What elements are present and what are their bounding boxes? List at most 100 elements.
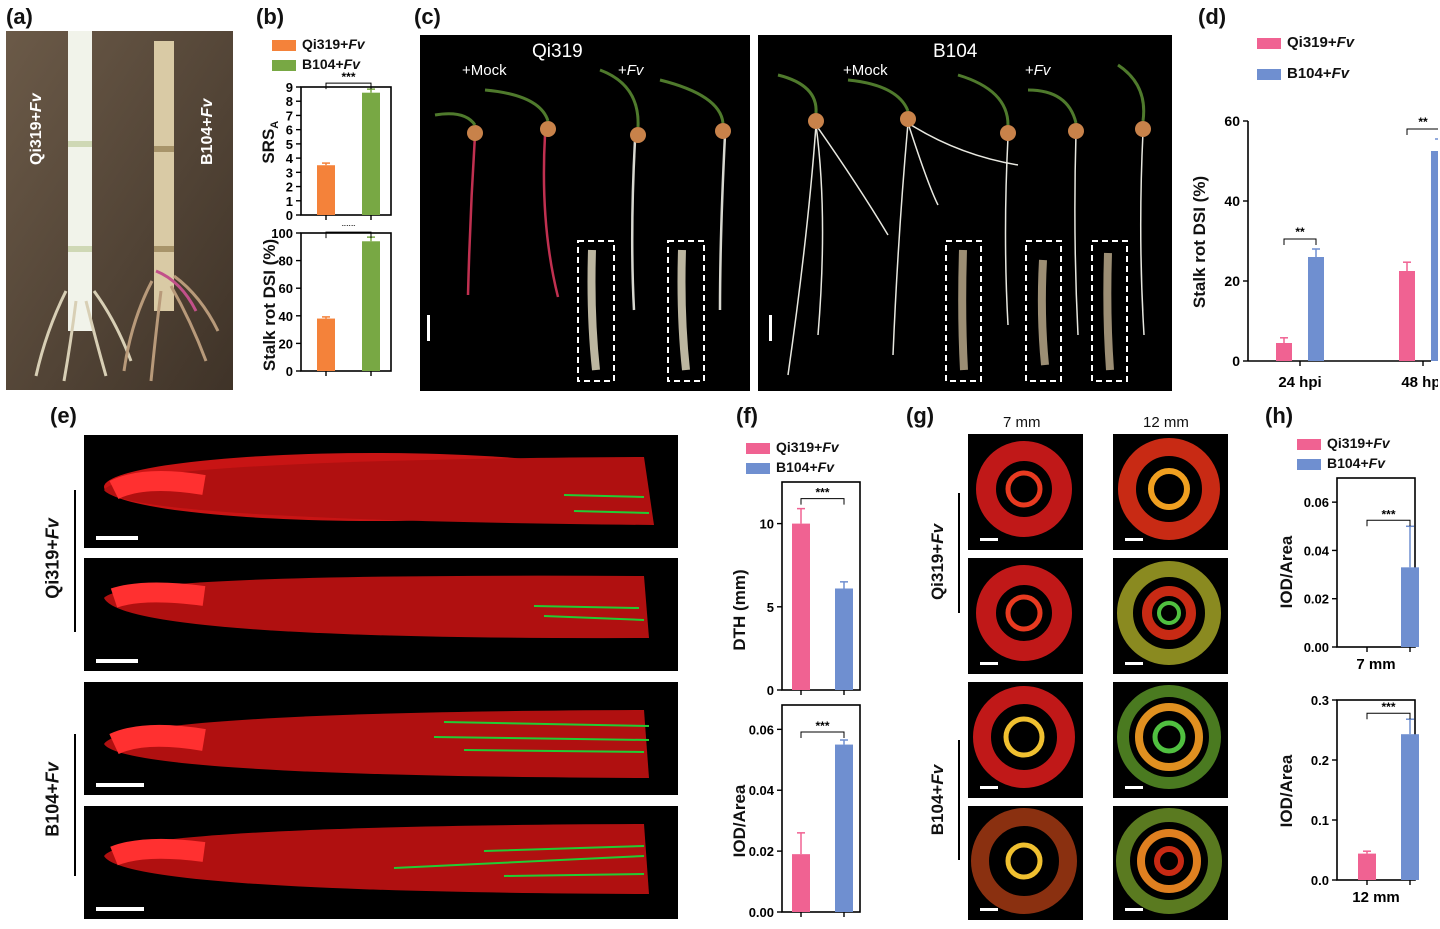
y-tick-label: 6 — [286, 123, 293, 138]
panel-d-chart: 0 20 40 60 24 hpi ** 48 hpi ** — [1224, 113, 1438, 391]
panel-a-right-label: B104+Fv — [199, 98, 216, 165]
significance-bracket — [1366, 519, 1411, 527]
plot-frame — [781, 481, 861, 691]
y-tick-label: 2 — [286, 180, 293, 195]
y-tick-label: 40 — [279, 309, 293, 324]
y-tick-label: 0.2 — [1311, 753, 1329, 768]
legend-swatch — [746, 462, 770, 474]
significance-bracket — [1406, 128, 1438, 135]
legend-item: B104+Fv — [1257, 64, 1354, 84]
significance-bracket — [800, 731, 845, 739]
panel-d-label: (d) — [1198, 4, 1227, 29]
y-tick-label: 0 — [1232, 353, 1240, 369]
significance-label: *** — [341, 225, 355, 233]
y-tick-label: 80 — [279, 254, 293, 269]
panel-f-bottom-ylabel: IOD/Area — [730, 784, 749, 858]
group-bracket — [958, 740, 960, 860]
panel-f-top-ylabel: DTH (mm) — [730, 569, 749, 651]
plot-frame — [300, 232, 392, 372]
y-tick-label: 4 — [286, 151, 294, 166]
panel-a-photo: Qi319+Fv B104+Fv — [6, 31, 233, 390]
legend-item: B104+Fv — [1297, 453, 1390, 473]
panel-c-left-title: Qi319 — [532, 41, 583, 62]
x-tick-label: 48 hpi — [1401, 374, 1438, 391]
legend-item: Qi319+Fv — [1297, 433, 1390, 453]
bar — [317, 318, 335, 371]
significance-label: *** — [1381, 700, 1395, 714]
panel-f-label: (f) — [736, 403, 758, 428]
panel-e-bottom-group: B104+Fv — [42, 762, 63, 837]
y-tick-label: 5 — [286, 137, 293, 152]
root-image — [84, 558, 678, 671]
legend-swatch — [1297, 438, 1321, 450]
cross-section-image — [968, 558, 1083, 674]
scale-bar — [980, 662, 998, 665]
panel-g-label: (g) — [906, 403, 935, 428]
cross-section-image — [968, 434, 1083, 550]
panel-c-right-photo: B104 +Mock +Fv — [758, 35, 1172, 391]
scale-bar — [96, 783, 144, 787]
scale-bar — [980, 908, 998, 911]
panel-b-top-ylabel: SRSA — [258, 120, 282, 164]
panel-d-legend: Qi319+Fv B104+Fv — [1257, 32, 1354, 84]
panel-b-bottom-ylabel: Stalk rot DSI (%) — [260, 238, 279, 372]
y-tick-label: 0 — [286, 208, 293, 223]
panel-f-top-chart: 0 5 10 *** — [760, 481, 861, 698]
panel-e-top-group: Qi319+Fv — [42, 518, 63, 599]
legend-swatch — [1257, 37, 1281, 49]
scale-bar — [980, 538, 998, 541]
legend-item: B104+Fv — [272, 54, 365, 74]
legend-swatch — [272, 39, 296, 51]
panel-a-label: (a) — [6, 4, 33, 29]
root-image — [84, 806, 678, 919]
cross-section-image — [1113, 682, 1228, 798]
scale-bar — [96, 536, 138, 540]
bar — [1401, 567, 1419, 647]
stalk-photo-illustration — [6, 31, 233, 390]
panel-h-bottom-ylabel: IOD/Area — [1277, 754, 1296, 828]
panel-g-col2: 12 mm — [1143, 414, 1189, 431]
scale-bar — [1125, 538, 1143, 541]
group-bracket — [74, 734, 76, 876]
significance-label: *** — [1381, 507, 1395, 521]
cross-section-image — [1113, 434, 1228, 550]
y-tick-label: 100 — [271, 226, 293, 241]
y-tick-label: 0.00 — [1304, 640, 1329, 655]
y-tick-label: 60 — [1224, 113, 1240, 129]
y-tick-label: 10 — [760, 517, 774, 532]
y-tick-label: 0 — [286, 364, 293, 379]
bar — [792, 854, 810, 912]
bar — [362, 241, 380, 371]
panel-c-right-mock: +Mock — [843, 62, 888, 79]
y-tick-label: 0.02 — [749, 844, 774, 859]
root-image — [84, 682, 678, 795]
plot-frame — [1336, 477, 1416, 648]
scale-bar — [96, 907, 144, 911]
panel-c-right-fv: +Fv — [1025, 62, 1051, 79]
bar — [1399, 271, 1415, 361]
panel-c-left-photo: Qi319 +Mock +Fv — [420, 35, 750, 391]
panel-c-label: (c) — [414, 4, 441, 29]
seedlings-qi319 — [434, 68, 731, 382]
y-tick-label: 0.02 — [1304, 592, 1329, 607]
plot-frame — [300, 86, 392, 216]
root-image — [84, 435, 678, 548]
panel-c-left-mock: +Mock — [462, 62, 507, 79]
legend-item: Qi319+Fv — [746, 437, 839, 457]
bar — [1431, 151, 1438, 361]
significance-label: ** — [1295, 225, 1305, 239]
panel-g-bottom-group: B104+Fv — [928, 764, 947, 836]
significance-bracket — [1366, 712, 1411, 720]
group-bracket — [74, 490, 76, 632]
significance-label: *** — [815, 719, 829, 733]
scale-bar — [96, 659, 138, 663]
panel-c-left-fv: +Fv — [618, 62, 644, 79]
seedlings-b104 — [777, 63, 1151, 382]
legend-swatch — [746, 442, 770, 454]
y-tick-label: 0.06 — [749, 722, 774, 737]
scale-bar — [1125, 662, 1143, 665]
cross-section-image — [1113, 806, 1228, 920]
y-tick-label: 9 — [286, 80, 293, 95]
panel-d-ylabel: Stalk rot DSI (%) — [1190, 175, 1209, 309]
panel-f-bottom-chart: 0.00 0.02 0.04 0.06 *** — [749, 704, 861, 920]
